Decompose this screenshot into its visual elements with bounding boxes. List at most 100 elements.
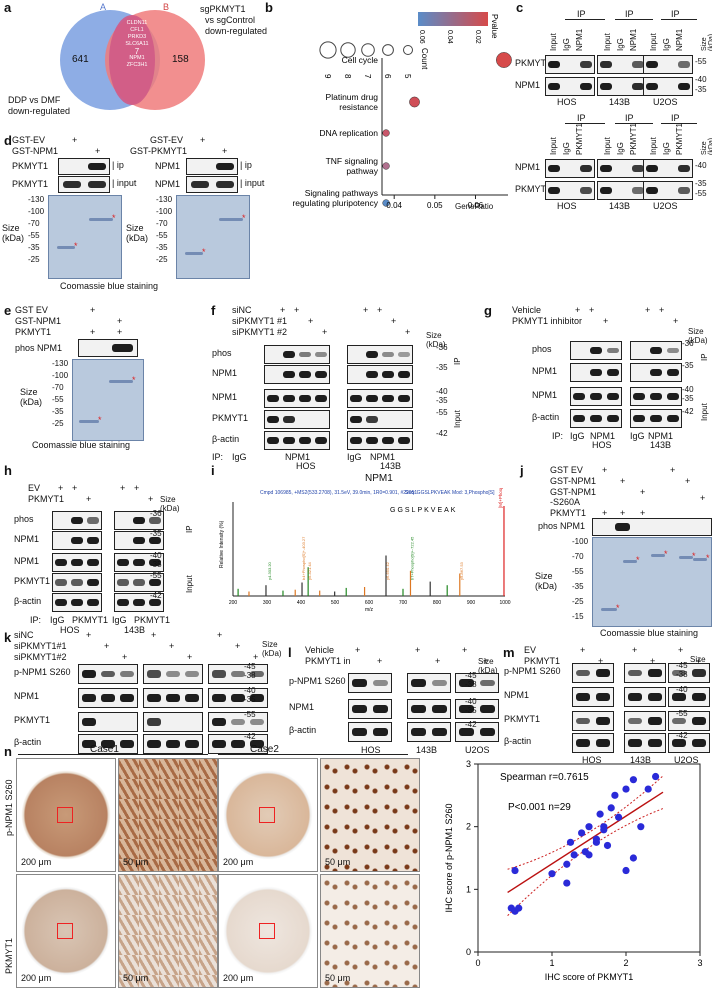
mw-marker: -100 xyxy=(28,207,45,216)
gel-band xyxy=(57,246,75,249)
panel-j: GST EV GST-NPM1 GST-NPM1 -S260A PKMYT1 + + + + + +… xyxy=(520,463,712,638)
ci-upper xyxy=(507,775,664,870)
blot-band xyxy=(149,536,161,545)
panel-k: siNC + + + siPKMYT1#1 + + + siPKMYT1#2 + + + Size (kD… xyxy=(0,630,282,767)
blot-band xyxy=(120,739,135,749)
blot-band xyxy=(101,670,115,678)
scatter-point xyxy=(585,823,593,831)
gel-star-marker: * xyxy=(692,551,696,561)
plus-sign: + xyxy=(90,305,96,315)
cell-line-label: U2OS xyxy=(465,745,490,755)
mw-marker: -25 xyxy=(28,255,40,264)
treatment-label: siPKMYT1#1 xyxy=(14,641,67,651)
blot-band xyxy=(590,368,602,377)
lane-header: IgG xyxy=(662,38,671,51)
plus-sign: + xyxy=(435,656,441,666)
blot-band xyxy=(267,415,279,424)
blot-band xyxy=(55,598,67,607)
blot-row-2 xyxy=(597,77,647,96)
cell-line-label: HOS xyxy=(296,461,316,471)
panel-n-ihc: Case1 Case2 p-NPM1 S260 PKMYT1 200 μm 50 μm 20… xyxy=(0,744,420,999)
blot-band xyxy=(283,350,295,359)
pathway-label: Cell cycle xyxy=(342,55,379,65)
pvalue-tick: 0.02 xyxy=(474,30,481,44)
treatment-label: Vehicle xyxy=(305,645,335,655)
panel-label-m: m xyxy=(503,645,515,660)
blot-strip xyxy=(630,409,682,428)
panel-label-n: n xyxy=(4,744,12,759)
blot-band xyxy=(595,668,611,678)
blot-band xyxy=(650,346,662,355)
coomassie-gel: * * * * * xyxy=(592,537,712,627)
pvalue-legend-title: Pvalue xyxy=(490,14,499,39)
size-label: (kDa) xyxy=(20,397,42,407)
row-label: PKMYT1 xyxy=(12,161,49,171)
plus-sign: + xyxy=(696,656,702,666)
mw-marker: -55 xyxy=(676,709,688,718)
blot-band xyxy=(215,181,234,188)
row-label: β-actin xyxy=(14,737,42,747)
mw-marker: -42 xyxy=(465,720,477,729)
ip-tag: | input xyxy=(240,178,265,188)
blot-strip xyxy=(570,363,622,382)
treatment-label: Vehicle xyxy=(512,305,542,315)
plus-sign: + xyxy=(134,483,140,493)
scatter-point xyxy=(629,776,637,784)
row-label: PKMYT1 xyxy=(15,327,52,337)
mass-spectrum: Cmpd 106985, +MS2(533.2708), 31.5eV, 39.… xyxy=(219,488,511,613)
row-label: β-actin xyxy=(14,596,42,606)
plus-sign: + xyxy=(104,641,110,651)
mw-marker: -36 xyxy=(150,509,162,518)
scale-bar-label: 200 μm xyxy=(21,857,52,867)
ms-x-tick: 700 xyxy=(399,600,408,606)
blot-strip xyxy=(52,553,102,572)
panel-label-c: c xyxy=(516,0,524,15)
plus-sign: + xyxy=(117,316,123,326)
blot-band xyxy=(55,579,67,586)
blot-band xyxy=(372,680,389,686)
blot-band xyxy=(133,558,145,567)
blot-band xyxy=(575,692,591,702)
plus-sign: + xyxy=(632,645,638,655)
y-tick-label: 3 xyxy=(466,759,471,769)
count-legend-value: 5 xyxy=(403,74,412,79)
ip-side-label: IP xyxy=(700,353,709,361)
blot-band xyxy=(87,517,99,524)
blot-band xyxy=(146,739,161,749)
ms-header: Cmpd 106985, +MS2(533.2708), 31.5eV, 39.… xyxy=(260,490,417,496)
mw-marker: -35 xyxy=(436,363,448,372)
row-label: p-NPM1 S260 xyxy=(289,676,346,686)
row-label: NPM1 xyxy=(212,368,238,378)
blot-band xyxy=(372,704,389,714)
blot-band xyxy=(595,716,611,726)
blot-strip xyxy=(264,365,330,384)
cell-line-label: 143B xyxy=(416,745,438,755)
blot-band xyxy=(283,436,295,445)
panel-label-h: h xyxy=(4,463,12,478)
venn-right-label-3: down-regulated xyxy=(205,26,268,36)
blot-strip xyxy=(347,389,413,408)
pvalue-tick: 0.06 xyxy=(418,30,425,44)
blot-band xyxy=(211,693,226,703)
mw-marker: -45 xyxy=(244,662,256,671)
gel-star-marker: * xyxy=(706,553,710,563)
row-label: phos xyxy=(14,514,34,524)
plus-sign: + xyxy=(95,146,101,156)
blot-band xyxy=(632,61,644,68)
blot-band xyxy=(678,61,690,68)
mw-marker: -42 xyxy=(244,732,256,741)
ip-side-label: IP xyxy=(185,525,194,533)
ms-x-tick: 500 xyxy=(331,600,340,606)
scale-bar-label: 50 μm xyxy=(123,973,149,983)
row-label: PKMYT1 xyxy=(515,58,552,68)
blot-band xyxy=(267,394,279,403)
blot-strip xyxy=(630,387,682,406)
blot-band xyxy=(120,693,135,703)
size-header: (kDa) xyxy=(688,336,708,345)
blot-band xyxy=(117,558,129,567)
plus-sign: + xyxy=(363,305,369,315)
spearman-label: Spearman r=0.7615 xyxy=(500,772,589,783)
blot-band xyxy=(595,738,611,748)
scale-bar-label: 50 μm xyxy=(325,973,351,983)
blot-strip xyxy=(455,722,499,742)
